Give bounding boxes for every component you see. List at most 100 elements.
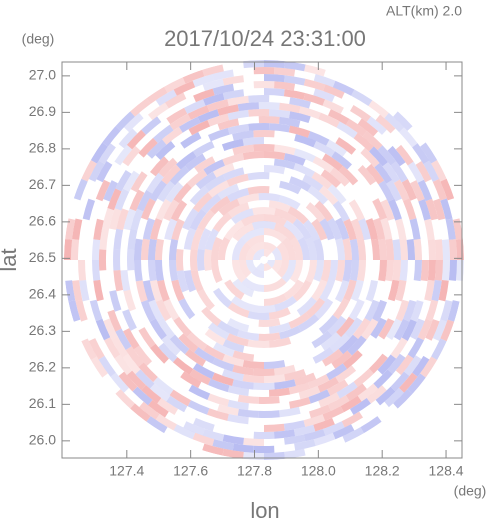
echo-cell (173, 182, 192, 204)
echo-cell (332, 424, 355, 440)
echo-cell (183, 270, 197, 293)
echo-cell (252, 304, 276, 314)
echo-cell (135, 369, 155, 389)
echo-cell (395, 354, 414, 376)
echo-cell (203, 344, 225, 361)
echo-cell (142, 217, 155, 240)
echo-cell (227, 302, 250, 318)
echo-cell (238, 242, 252, 260)
echo-cell (166, 395, 188, 413)
echo-cell (366, 116, 387, 135)
echo-cell (222, 89, 245, 100)
echo-cell (351, 89, 373, 106)
echo-cell (406, 239, 415, 260)
echo-cell (182, 208, 199, 231)
echo-cell (115, 111, 135, 131)
echo-cell (161, 335, 181, 356)
echo-cell (146, 172, 164, 194)
echo-cell (203, 159, 225, 176)
echo-cell (413, 238, 423, 260)
echo-cell (313, 140, 336, 157)
echo-cell (407, 161, 424, 183)
echo-cell (289, 260, 304, 283)
echo-cell (304, 64, 326, 77)
echo-cell (440, 178, 455, 201)
echo-cell (122, 309, 137, 331)
echo-cell (123, 328, 140, 350)
echo-cell (114, 188, 130, 211)
echo-cell (299, 106, 321, 120)
y-tick-label: 26.2 (29, 359, 56, 375)
echo-cell (375, 386, 396, 406)
echo-cell (274, 296, 297, 312)
echo-cell (283, 89, 306, 100)
echo-cell (271, 247, 282, 260)
echo-cell (256, 262, 264, 272)
echo-cell (189, 185, 210, 206)
echo-cell (303, 93, 325, 106)
echo-cell (78, 260, 87, 281)
echo-cell (207, 113, 230, 127)
echo-cell (149, 180, 167, 202)
echo-cell (208, 127, 230, 142)
echo-cell (243, 437, 264, 446)
x-axis-label: lon (250, 498, 279, 521)
echo-cell (176, 270, 189, 293)
echo-cell (407, 373, 426, 394)
echo-cell (258, 396, 280, 404)
echo-cell (387, 279, 400, 302)
echo-cell (322, 153, 344, 172)
echo-cell (179, 116, 201, 133)
echo-cell (232, 144, 254, 156)
echo-cell (279, 116, 301, 128)
echo-cell (232, 350, 255, 362)
echo-cell (326, 139, 348, 157)
echo-cell (441, 260, 450, 281)
echo-cell (173, 80, 196, 96)
echo-cell (113, 249, 121, 271)
echo-cell (307, 185, 329, 205)
echo-cell (92, 260, 101, 281)
echo-cell (384, 112, 405, 133)
echo-cell (246, 260, 257, 273)
echo-cell (412, 143, 430, 165)
echo-cell (365, 218, 378, 240)
subtitle: ALT(km) 2.0 (386, 3, 462, 19)
echo-cell (109, 290, 122, 312)
echo-cell (264, 293, 287, 306)
echo-cell (202, 443, 224, 456)
echo-cell (207, 322, 230, 340)
echo-cell (393, 318, 410, 341)
echo-cell (115, 389, 135, 409)
echo-cell (322, 348, 344, 367)
echo-cell (279, 325, 302, 340)
echo-cell (202, 64, 224, 77)
echo-cell (390, 371, 410, 392)
echo-cell (153, 124, 174, 143)
echo-cell (349, 260, 359, 282)
echo-cell (283, 279, 304, 300)
echo-cell (253, 382, 275, 391)
echo-cell (187, 105, 210, 120)
echo-cell (289, 397, 311, 409)
echo-cell (188, 384, 211, 400)
echo-cell (203, 249, 212, 271)
echo-cell (138, 137, 158, 158)
echo-cell (256, 248, 264, 258)
echo-cell (176, 151, 197, 170)
echo-cell (115, 328, 132, 350)
echo-cell (118, 128, 138, 149)
echo-cell (293, 424, 316, 437)
echo-cell (294, 439, 316, 451)
echo-cell (149, 383, 171, 402)
echo-cell (232, 260, 247, 283)
echo-cell (141, 385, 162, 404)
echo-cell (248, 123, 270, 131)
echo-cell (418, 199, 431, 221)
echo-cell (279, 406, 301, 418)
echo-cell (169, 165, 190, 186)
echo-cell (150, 280, 163, 302)
echo-cell (335, 365, 357, 383)
echo-cell (258, 102, 280, 110)
echo-cell (248, 108, 270, 117)
